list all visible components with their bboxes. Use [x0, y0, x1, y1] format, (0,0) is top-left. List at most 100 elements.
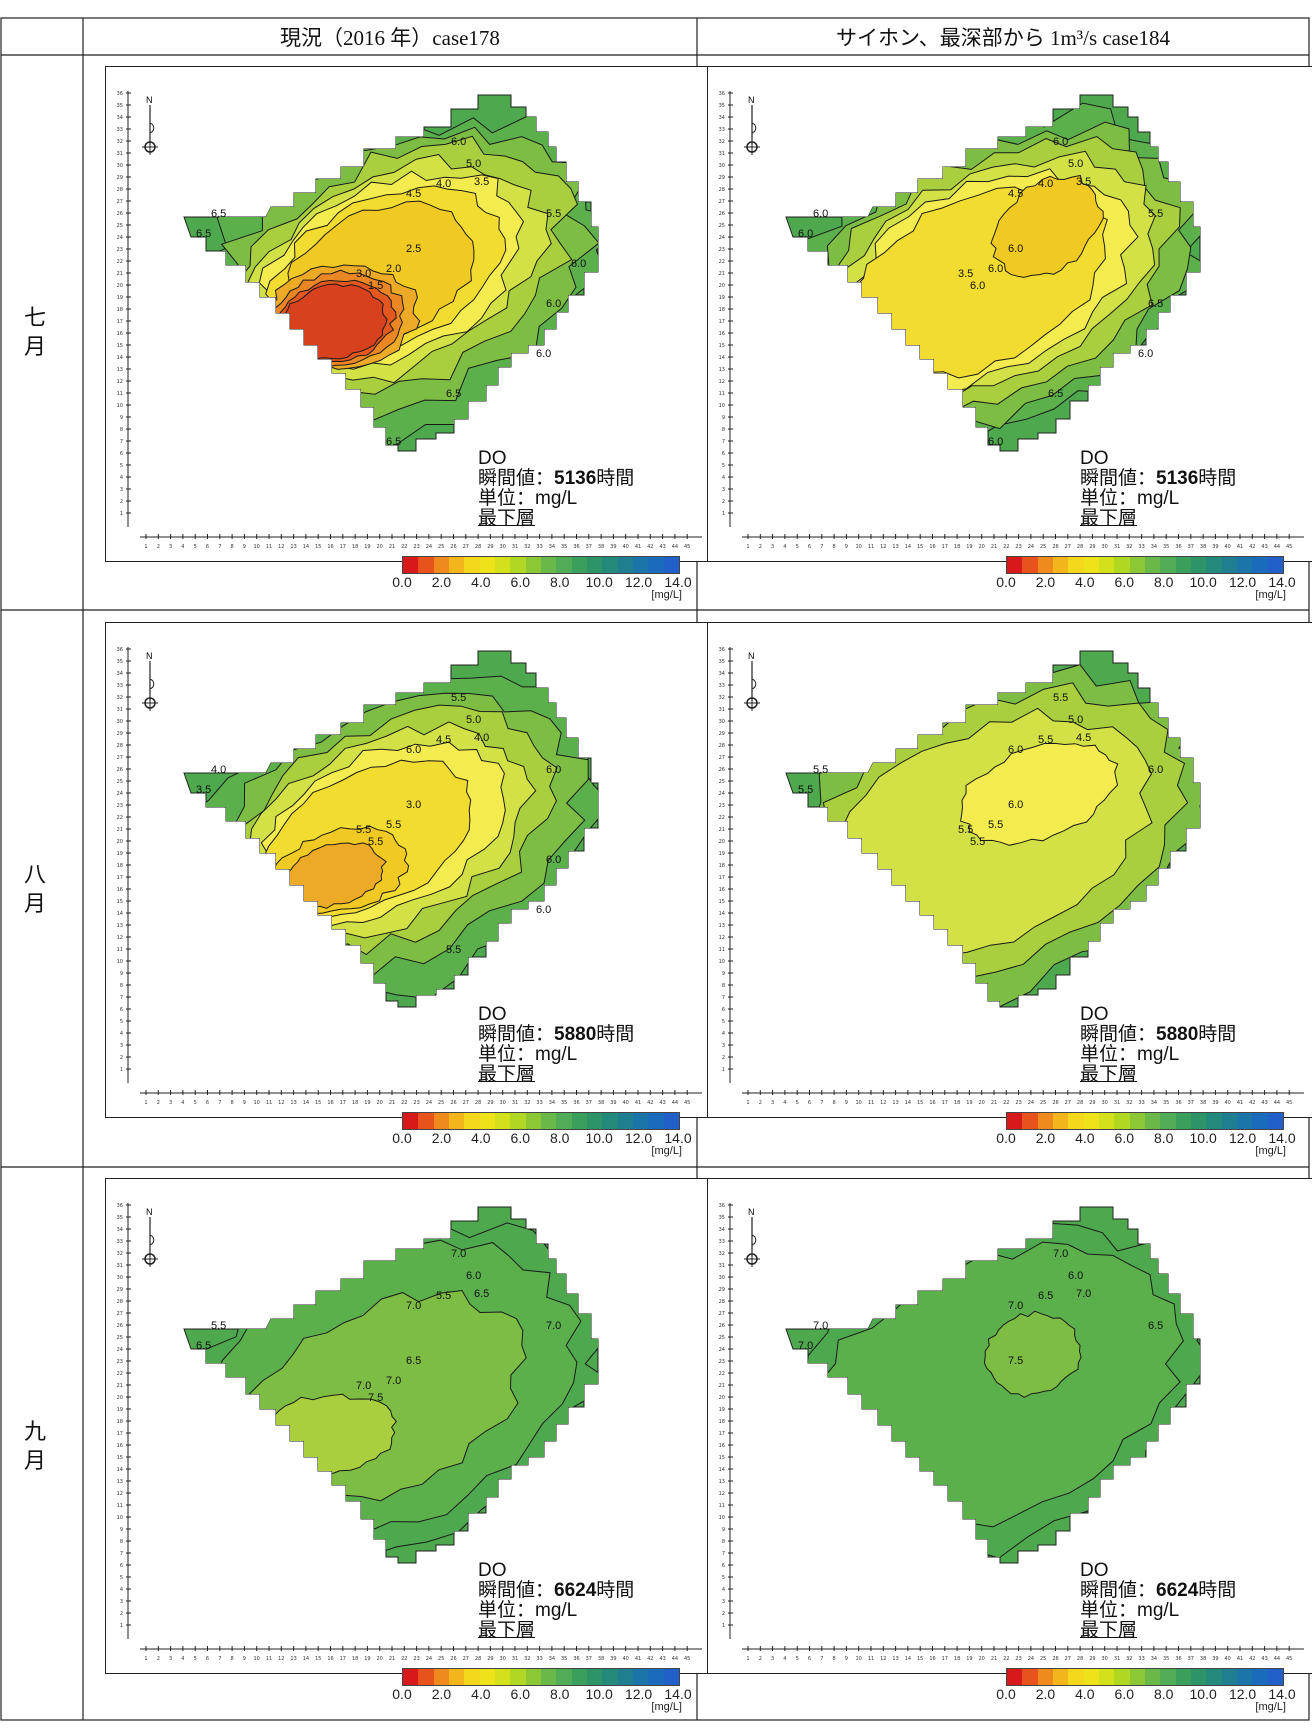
x-tick-label: 39 [610, 1100, 616, 1106]
colorbar-tick-label: 2.0 [1035, 1686, 1056, 1702]
contour-label: 6.0 [1008, 243, 1023, 255]
colorbar-swatches [402, 1112, 680, 1130]
colorbar-tick-label: 10.0 [585, 1130, 613, 1146]
x-tick-label: 32 [524, 1100, 530, 1106]
color-swatch [586, 1113, 603, 1129]
x-tick-label: 13 [892, 544, 898, 550]
colorbar-tick-label: 8.0 [1153, 574, 1174, 590]
x-tick-label: 31 [1114, 544, 1120, 550]
x-tick-label: 37 [1188, 1100, 1194, 1106]
y-tick-label: 20 [117, 283, 123, 289]
y-tick-label: 23 [117, 803, 123, 809]
north-label: N [146, 651, 153, 661]
contour-label: 7.0 [356, 1380, 371, 1392]
x-tick-label: 34 [1151, 1656, 1157, 1662]
y-tick-label: 20 [719, 839, 725, 845]
y-tick-label: 31 [117, 707, 123, 713]
unit-label: 単位：mg/L [478, 488, 578, 509]
x-tick-label: 41 [1237, 544, 1243, 550]
x-tick-label: 34 [549, 1656, 555, 1662]
x-tick-label: 24 [1028, 1656, 1034, 1662]
colorbar-unit: [mg/L] [1255, 1701, 1286, 1713]
y-tick-label: 20 [719, 1395, 725, 1401]
color-swatch [648, 1113, 664, 1129]
x-tick-label: 35 [1163, 1656, 1169, 1662]
y-tick-label: 32 [719, 695, 725, 701]
contour-label: 3.5 [958, 268, 973, 280]
color-swatch [525, 1669, 541, 1685]
x-tick-label: 26 [1052, 1656, 1058, 1662]
x-tick-label: 33 [536, 1656, 542, 1662]
x-tick-label: 11 [868, 1656, 874, 1662]
y-tick-label: 9 [722, 1527, 725, 1533]
y-tick-label: 3 [722, 1599, 725, 1605]
x-tick-label: 10 [856, 544, 862, 550]
x-tick-label: 24 [1028, 544, 1034, 550]
colorbar-tick-label: 2.0 [431, 1130, 452, 1146]
contour-label: 6.5 [211, 208, 226, 220]
color-swatch [494, 1113, 511, 1129]
x-tick-label: 28 [1077, 1100, 1083, 1106]
color-swatch [510, 1669, 526, 1685]
color-swatch [479, 1669, 495, 1685]
color-swatch [1052, 1669, 1069, 1685]
north-arrow-icon: N [744, 651, 760, 711]
contour-label: 6.5 [446, 388, 461, 400]
x-tick-label: 36 [1175, 544, 1181, 550]
colorbar-tick-label: 0.0 [996, 1686, 1016, 1702]
x-tick-label: 44 [1274, 544, 1280, 550]
colorbar-swatches [402, 1668, 680, 1686]
color-swatch [648, 557, 664, 573]
y-tick-label: 8 [120, 983, 123, 989]
x-tick-label: 45 [684, 544, 690, 550]
y-tick-label: 33 [719, 683, 725, 689]
colorbar-tick-label: 12.0 [1228, 574, 1257, 590]
x-tick-label: 26 [450, 544, 456, 550]
colorbar-tick-label: 8.0 [549, 1130, 570, 1146]
color-swatch [663, 1669, 679, 1685]
color-swatch [1160, 557, 1176, 573]
x-tick-label: 40 [623, 544, 629, 550]
colorbar-tick-label: 4.0 [1075, 574, 1095, 590]
x-tick-label: 25 [438, 1656, 444, 1662]
contour-label: 3.5 [1076, 176, 1091, 188]
y-tick-label: 2 [120, 499, 123, 505]
contour-label: 2.0 [386, 263, 401, 275]
contour-label: 1.5 [368, 280, 383, 292]
x-tick-label: 34 [1151, 1100, 1157, 1106]
y-tick-label: 8 [120, 1539, 123, 1545]
y-tick-label: 31 [719, 707, 725, 713]
contour-label: 7.0 [406, 1300, 421, 1312]
contour-band-3-5 [990, 174, 1104, 278]
y-tick-label: 28 [117, 187, 123, 193]
y-tick-label: 16 [719, 331, 725, 337]
y-tick-label: 5 [722, 1575, 725, 1581]
y-tick-label: 18 [117, 307, 123, 313]
instant-value: 瞬間値：5880時間 [1080, 1024, 1237, 1045]
y-tick-label: 6 [722, 1563, 725, 1569]
y-tick-label: 32 [719, 139, 725, 145]
colorbar-tick-label: 8.0 [549, 574, 570, 590]
x-tick-label: 24 [426, 1100, 432, 1106]
y-tick-label: 34 [719, 671, 725, 677]
y-tick-label: 8 [722, 1539, 725, 1545]
x-tick-label: 30 [1102, 1100, 1108, 1106]
color-swatch [1175, 1113, 1191, 1129]
colorbar-tick-label: 8.0 [1153, 1686, 1174, 1702]
instant-value: 瞬間値：5880時間 [478, 1024, 635, 1045]
y-tick-label: 34 [117, 115, 123, 121]
y-tick-label: 13 [117, 923, 123, 929]
x-tick-label: 29 [487, 1656, 493, 1662]
x-tick-label: 31 [512, 1656, 518, 1662]
x-tick-label: 25 [1040, 1656, 1046, 1662]
y-tick-label: 17 [117, 1431, 123, 1437]
contour-label: 4.0 [474, 732, 489, 744]
contour-label: 7.0 [1053, 1248, 1068, 1260]
x-tick-label: 35 [561, 544, 567, 550]
colorbar-tick-label: 4.0 [471, 1130, 491, 1146]
colorbar-legend: 0.0 2.0 4.0 6.0 8.0 10.0 12.0 14.0 [mg/L] [392, 1112, 692, 1174]
x-tick-label: 38 [1200, 544, 1206, 550]
color-swatch [433, 1113, 449, 1129]
y-tick-label: 17 [117, 319, 123, 325]
x-tick-label: 15 [917, 1656, 923, 1662]
